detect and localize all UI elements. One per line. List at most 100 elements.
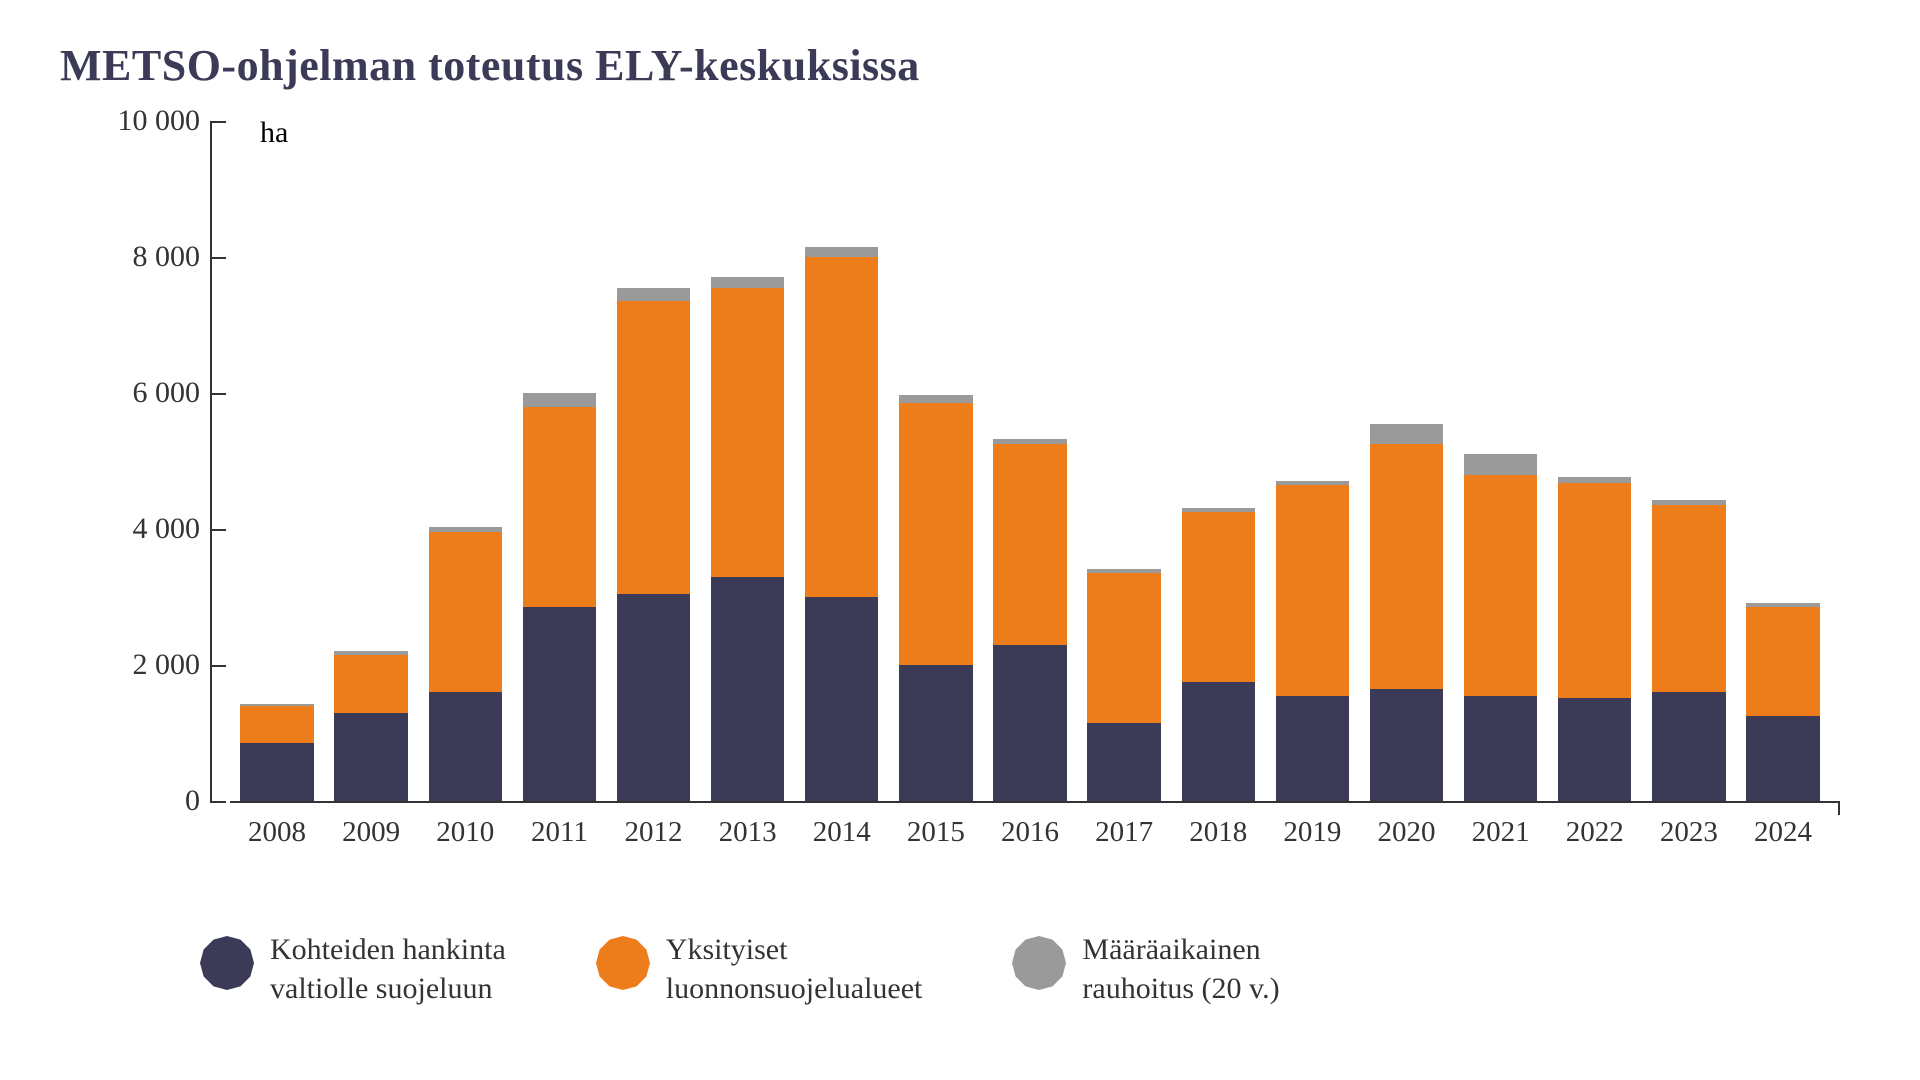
y-tick-mark bbox=[210, 121, 226, 123]
legend-swatch bbox=[200, 936, 254, 995]
bar-seg-yksityiset bbox=[429, 532, 502, 692]
legend-swatch bbox=[596, 936, 650, 995]
bar-seg-yksityiset bbox=[1746, 607, 1819, 716]
y-tick-label: 0 bbox=[185, 784, 200, 818]
legend-swatch bbox=[1012, 936, 1066, 995]
bar-2015 bbox=[899, 395, 972, 801]
x-label: 2008 bbox=[248, 816, 306, 849]
bar-seg-yksityiset bbox=[1558, 483, 1631, 697]
bar-seg-kohteiden bbox=[429, 692, 502, 801]
x-label: 2022 bbox=[1566, 816, 1624, 849]
x-axis-line bbox=[230, 801, 1840, 803]
bar-seg-yksityiset bbox=[1276, 485, 1349, 696]
bar-2022 bbox=[1558, 477, 1631, 801]
y-tick-mark bbox=[210, 801, 226, 803]
x-label: 2018 bbox=[1189, 816, 1247, 849]
bar-seg-yksityiset bbox=[1087, 573, 1160, 723]
bar-2014 bbox=[805, 247, 878, 801]
bar-seg-maaraaikainen bbox=[523, 393, 596, 407]
bar-seg-kohteiden bbox=[240, 743, 313, 801]
bar-seg-kohteiden bbox=[1464, 696, 1537, 801]
bar-seg-yksityiset bbox=[1182, 512, 1255, 682]
bar-seg-kohteiden bbox=[711, 577, 784, 801]
bar-seg-maaraaikainen bbox=[711, 277, 784, 287]
bar-seg-kohteiden bbox=[1746, 716, 1819, 801]
bar-seg-kohteiden bbox=[1087, 723, 1160, 801]
x-label: 2016 bbox=[1001, 816, 1059, 849]
bar-2009 bbox=[334, 651, 407, 801]
y-axis: 02 0004 0006 0008 00010 000 bbox=[60, 121, 210, 801]
bar-seg-kohteiden bbox=[1276, 696, 1349, 801]
bar-seg-yksityiset bbox=[711, 288, 784, 577]
legend-item-kohteiden: Kohteiden hankintavaltiolle suojeluun bbox=[200, 930, 506, 1008]
y-tick-mark bbox=[210, 529, 226, 531]
y-axis-line bbox=[210, 121, 212, 801]
bar-seg-yksityiset bbox=[240, 706, 313, 743]
x-label: 2013 bbox=[719, 816, 777, 849]
bar-seg-kohteiden bbox=[1558, 698, 1631, 801]
legend-label: Yksityisetluonnonsuojelualueet bbox=[666, 930, 923, 1008]
chart-title: METSO-ohjelman toteutus ELY-keskuksissa bbox=[60, 40, 1860, 91]
bar-2018 bbox=[1182, 508, 1255, 801]
bar-2012 bbox=[617, 288, 690, 801]
x-label: 2014 bbox=[813, 816, 871, 849]
bar-seg-yksityiset bbox=[805, 257, 878, 597]
x-label: 2021 bbox=[1472, 816, 1530, 849]
bar-seg-yksityiset bbox=[523, 407, 596, 608]
y-tick-label: 4 000 bbox=[133, 512, 201, 546]
y-tick-mark bbox=[210, 665, 226, 667]
bar-seg-yksityiset bbox=[899, 403, 972, 665]
plot-area bbox=[230, 121, 1830, 801]
bar-seg-kohteiden bbox=[993, 645, 1066, 801]
bar-seg-yksityiset bbox=[1370, 444, 1443, 689]
bar-2016 bbox=[993, 439, 1066, 801]
bar-2021 bbox=[1464, 454, 1537, 801]
bar-2010 bbox=[429, 527, 502, 801]
bar-2013 bbox=[711, 277, 784, 801]
legend-label: Kohteiden hankintavaltiolle suojeluun bbox=[270, 930, 506, 1008]
legend-label: Määräaikainenrauhoitus (20 v.) bbox=[1082, 930, 1279, 1008]
bar-seg-maaraaikainen bbox=[805, 247, 878, 257]
bar-seg-yksityiset bbox=[617, 301, 690, 593]
bar-2024 bbox=[1746, 603, 1819, 801]
bar-seg-kohteiden bbox=[1182, 682, 1255, 801]
bar-seg-yksityiset bbox=[993, 444, 1066, 645]
bar-seg-maaraaikainen bbox=[1370, 424, 1443, 444]
bar-seg-maaraaikainen bbox=[899, 395, 972, 403]
bar-seg-yksityiset bbox=[334, 655, 407, 713]
x-label: 2015 bbox=[907, 816, 965, 849]
bar-2008 bbox=[240, 704, 313, 801]
chart-area: ha 02 0004 0006 0008 00010 000 200820092… bbox=[60, 121, 1840, 881]
y-tick-label: 10 000 bbox=[118, 104, 201, 138]
bar-seg-kohteiden bbox=[1652, 692, 1725, 801]
bar-seg-kohteiden bbox=[617, 594, 690, 801]
bar-2023 bbox=[1652, 500, 1725, 801]
legend-item-maaraaikainen: Määräaikainenrauhoitus (20 v.) bbox=[1012, 930, 1279, 1008]
bar-seg-yksityiset bbox=[1652, 505, 1725, 692]
y-tick-mark bbox=[210, 257, 226, 259]
y-tick-label: 8 000 bbox=[133, 240, 201, 274]
bar-2020 bbox=[1370, 424, 1443, 801]
bar-seg-maaraaikainen bbox=[1558, 477, 1631, 484]
y-tick-label: 6 000 bbox=[133, 376, 201, 410]
y-tick-mark bbox=[210, 393, 226, 395]
x-label: 2011 bbox=[531, 816, 588, 849]
x-label: 2024 bbox=[1754, 816, 1812, 849]
bar-2019 bbox=[1276, 481, 1349, 801]
y-tick-label: 2 000 bbox=[133, 648, 201, 682]
bar-seg-kohteiden bbox=[523, 607, 596, 801]
bar-seg-maaraaikainen bbox=[617, 288, 690, 302]
legend-item-yksityiset: Yksityisetluonnonsuojelualueet bbox=[596, 930, 923, 1008]
x-label: 2009 bbox=[342, 816, 400, 849]
bar-seg-kohteiden bbox=[1370, 689, 1443, 801]
bar-seg-yksityiset bbox=[1464, 475, 1537, 696]
bar-seg-kohteiden bbox=[805, 597, 878, 801]
legend: Kohteiden hankintavaltiolle suojeluun Yks… bbox=[200, 930, 1280, 1008]
x-label: 2010 bbox=[436, 816, 494, 849]
x-label: 2017 bbox=[1095, 816, 1153, 849]
bar-2011 bbox=[523, 393, 596, 801]
x-label: 2019 bbox=[1283, 816, 1341, 849]
x-end-tick bbox=[1838, 801, 1840, 815]
bar-seg-kohteiden bbox=[899, 665, 972, 801]
bar-seg-maaraaikainen bbox=[1464, 454, 1537, 474]
